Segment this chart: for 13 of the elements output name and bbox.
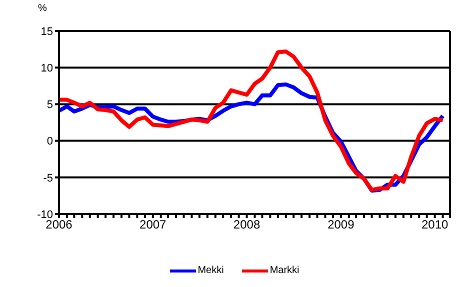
y-tick-label: -5 bbox=[43, 172, 53, 184]
line-series bbox=[59, 49, 445, 192]
x-tick-label: 2010 bbox=[421, 218, 448, 232]
legend-label: Markki bbox=[270, 265, 300, 276]
y-tick-label: 0 bbox=[46, 136, 53, 148]
x-tick-label: 2008 bbox=[233, 218, 260, 232]
y-tick-label: 15 bbox=[40, 26, 53, 38]
legend-label: Mekki bbox=[198, 265, 224, 276]
x-tick-label: 2007 bbox=[140, 218, 167, 232]
y-axis-title: % bbox=[38, 3, 47, 14]
x-tick-label: 2009 bbox=[328, 218, 355, 232]
y-tick-label: 10 bbox=[40, 62, 53, 75]
y-tick-label: 5 bbox=[46, 99, 53, 112]
